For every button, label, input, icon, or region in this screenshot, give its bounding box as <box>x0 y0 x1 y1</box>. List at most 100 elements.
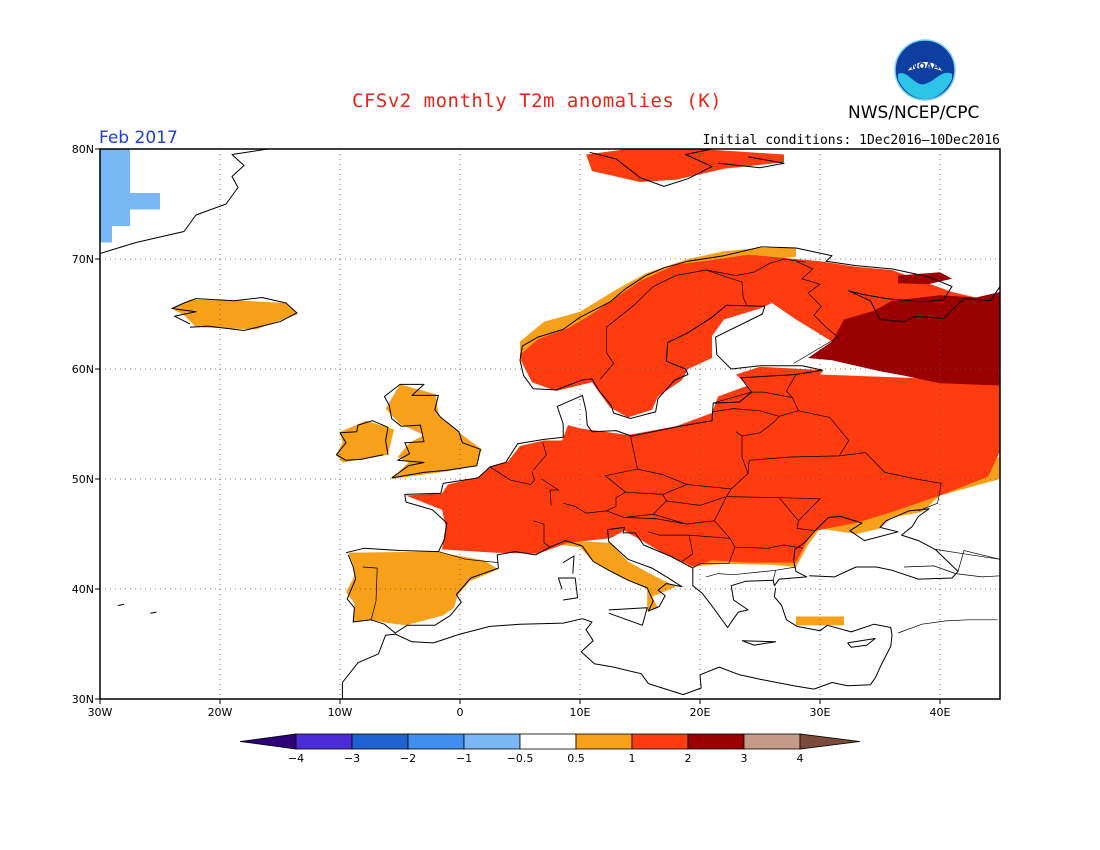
border-22 <box>785 374 799 411</box>
border-33 <box>957 550 1000 572</box>
border-31 <box>903 565 1000 578</box>
border-25 <box>839 452 942 512</box>
anomaly-region-5 <box>520 248 796 364</box>
border-8 <box>662 484 732 506</box>
lon-tick-label: 30E <box>810 706 831 719</box>
border-34 <box>935 549 1000 560</box>
map-frame <box>99 148 1001 700</box>
colorbar-arrow-left <box>239 733 297 750</box>
colorbar-bin-5 <box>575 733 633 750</box>
lon-tick-label: 10W <box>328 706 353 719</box>
lon-tick-label: 10E <box>570 706 591 719</box>
border-5 <box>533 520 551 548</box>
colorbar-bin-1 <box>351 733 409 750</box>
agency-label: NWS/NCEP/CPC <box>848 103 980 123</box>
border-0 <box>438 551 499 563</box>
lat-tick-label: 60N <box>72 363 94 376</box>
lat-tick-label: 40N <box>72 583 94 596</box>
anomaly-region-3 <box>336 420 394 463</box>
border-1 <box>362 566 378 620</box>
coastline-5 <box>335 420 389 461</box>
anomaly-region-7 <box>538 540 676 611</box>
coastline-12 <box>608 607 648 626</box>
border-3 <box>541 478 560 506</box>
country-borders <box>362 258 1000 634</box>
border-10 <box>730 431 749 490</box>
coastlines <box>100 149 1000 699</box>
anomaly-region-12 <box>898 272 952 285</box>
axis-ticks: 30W 20W 10W 0 10E 20E 30E 40E 30N 40N 50N 60N 70N 80N <box>72 143 951 719</box>
colorbar-label-7: 2 <box>685 752 692 765</box>
colorbar-bin-3 <box>463 733 521 750</box>
graticule <box>100 149 1000 699</box>
border-30 <box>705 269 748 306</box>
colorbar-bin-2 <box>407 733 465 750</box>
border-24 <box>713 391 793 404</box>
colorbar-bin-4 <box>519 733 577 750</box>
colorbar-label-9: 4 <box>797 752 804 765</box>
border-27 <box>793 260 839 364</box>
colorbar-label-8: 3 <box>741 752 748 765</box>
border-13 <box>624 517 687 525</box>
colorbar-bin-0 <box>295 733 353 750</box>
border-20 <box>772 570 776 581</box>
coastline-15 <box>150 611 157 614</box>
border-29 <box>600 269 707 380</box>
coastline-9 <box>717 156 785 169</box>
colorbar-bin-6 <box>631 733 689 750</box>
lat-tick-label: 70N <box>72 253 94 266</box>
anomaly-regions <box>100 149 1000 626</box>
anomaly-region-0 <box>100 149 160 243</box>
border-28 <box>705 258 806 276</box>
lat-tick-label: 50N <box>72 473 94 486</box>
chart-title: CFSv2 monthly T2m anomalies (K) <box>352 90 723 112</box>
border-26 <box>779 497 821 522</box>
colorbar-label-5: 0.5 <box>567 752 585 765</box>
coastline-0 <box>345 246 1000 554</box>
border-17 <box>708 547 736 565</box>
coastline-16 <box>117 603 125 606</box>
coastline-14 <box>847 638 876 648</box>
forecast-period: Feb 2017 <box>99 128 178 148</box>
lon-tick-label: 0 <box>457 706 464 719</box>
colorbar-label-2: −2 <box>400 752 416 765</box>
border-6 <box>563 436 639 514</box>
noaa-logo-text: NOAA <box>911 62 940 72</box>
colorbar-arrow-right <box>799 733 861 750</box>
colorbar-label-3: −1 <box>456 752 472 765</box>
lon-tick-label: 20E <box>690 706 711 719</box>
coastline-11 <box>562 555 575 574</box>
lon-tick-label: 20W <box>208 706 233 719</box>
anomaly-region-2 <box>385 384 482 479</box>
lat-tick-label: 30N <box>72 693 94 706</box>
border-4 <box>532 442 547 471</box>
colorbar-label-6: 1 <box>629 752 636 765</box>
border-18 <box>692 563 709 569</box>
noaa-logo: NOAA <box>894 39 956 101</box>
border-23 <box>711 408 780 417</box>
border-15 <box>689 534 804 549</box>
border-19 <box>705 566 797 578</box>
coastline-6 <box>171 297 298 331</box>
coastline-10 <box>557 577 579 601</box>
anomaly-region-8 <box>796 616 844 626</box>
colorbar-bin-7 <box>687 733 745 750</box>
colorbar-label-1: −3 <box>344 752 360 765</box>
border-16 <box>714 520 731 539</box>
border-12 <box>653 496 727 525</box>
anomaly-region-11 <box>808 292 1000 386</box>
anomaly-region-10 <box>586 149 784 182</box>
coastline-8 <box>589 149 713 187</box>
coastline-13 <box>741 640 777 646</box>
border-21 <box>741 410 850 474</box>
lon-tick-label: 40E <box>930 706 951 719</box>
colorbar-label-0: −4 <box>288 752 304 765</box>
border-7 <box>606 491 667 518</box>
lat-tick-label: 80N <box>72 143 94 156</box>
coastline-7 <box>100 149 269 254</box>
colorbar-label-4: −0.5 <box>507 752 534 765</box>
lon-tick-label: 30W <box>88 706 113 719</box>
colorbar: −4 −3 −2 −1 −0.5 0.5 1 2 3 4 <box>239 733 861 765</box>
coastline-1 <box>346 508 959 634</box>
